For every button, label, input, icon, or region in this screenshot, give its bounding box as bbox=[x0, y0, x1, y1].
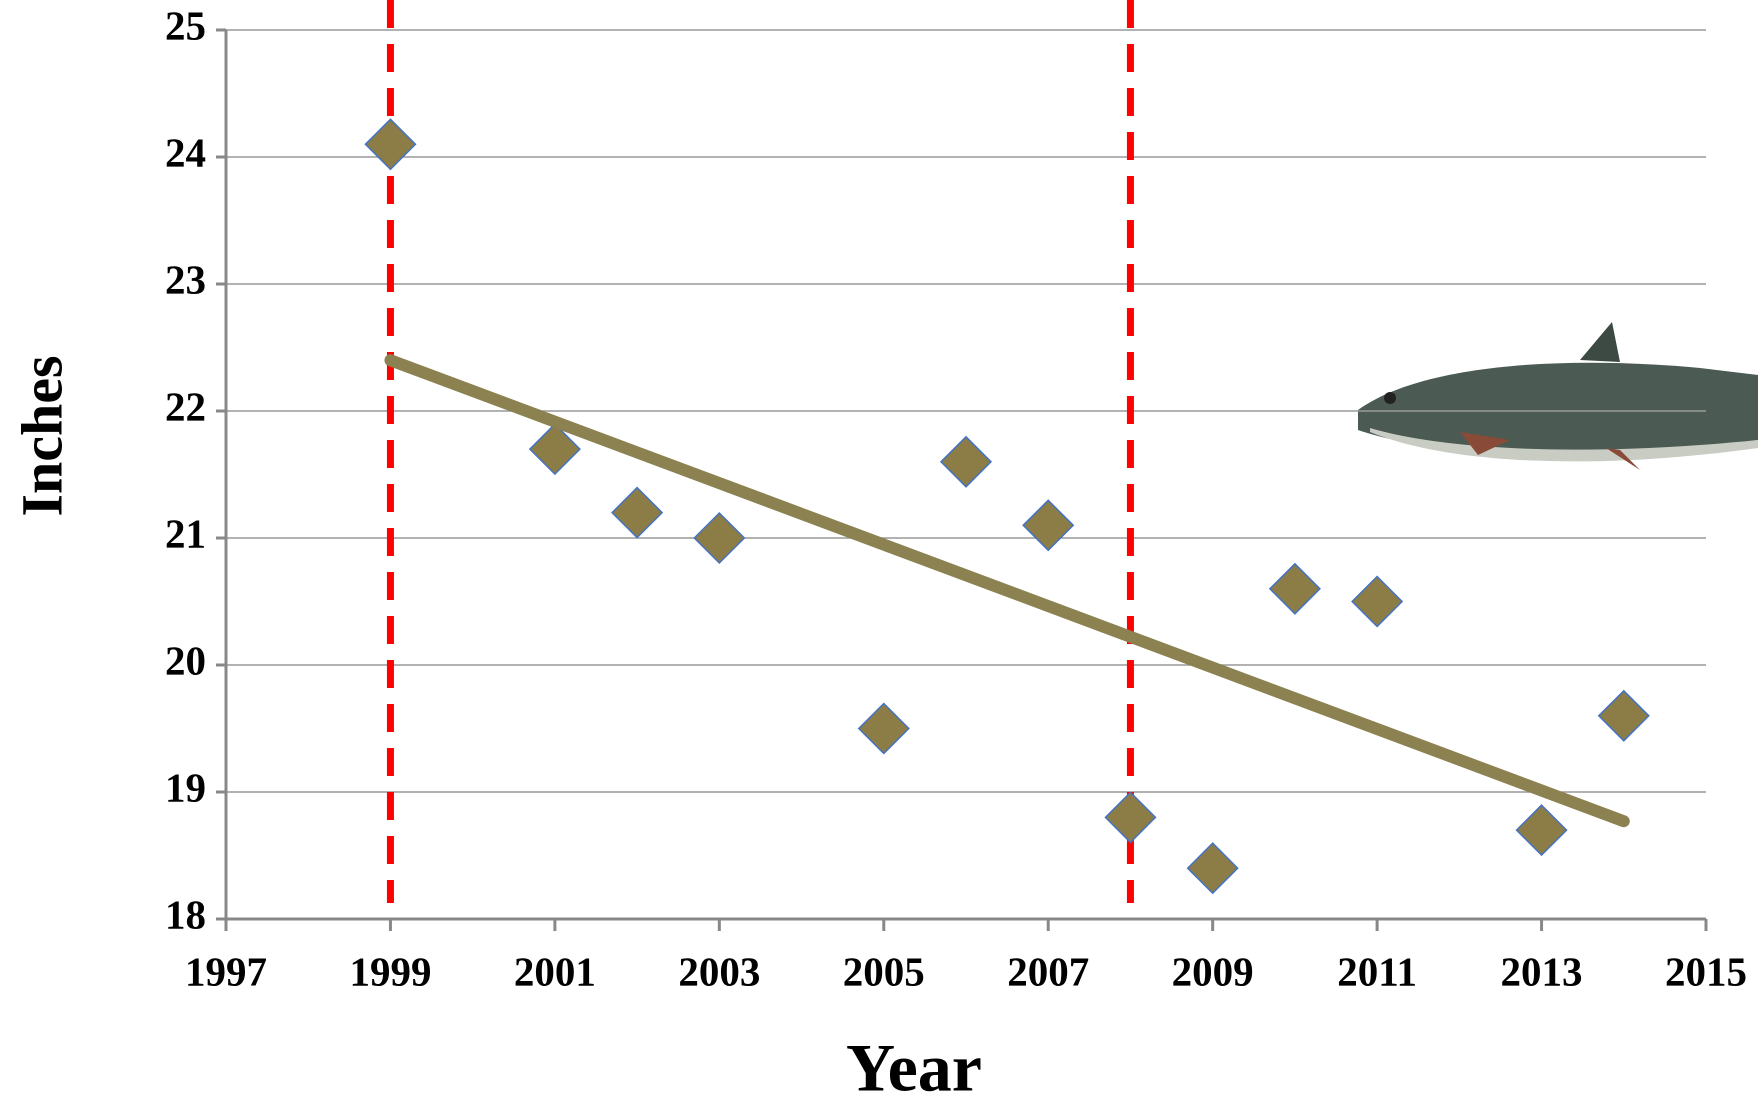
x-tick-label: 1997 bbox=[185, 948, 267, 994]
fish-belly bbox=[1370, 428, 1758, 462]
x-tick-label: 2015 bbox=[1665, 948, 1747, 994]
fish-illustration bbox=[1358, 322, 1758, 470]
fish-fin bbox=[1606, 448, 1640, 470]
data-point bbox=[1515, 804, 1568, 857]
y-axis-title: Inches bbox=[9, 355, 74, 516]
y-tick-label: 22 bbox=[165, 383, 206, 429]
data-point bbox=[693, 511, 746, 565]
x-tick-label: 2003 bbox=[678, 948, 760, 994]
data-point bbox=[1597, 689, 1650, 742]
y-tick-label: 25 bbox=[165, 2, 206, 48]
data-point bbox=[528, 423, 581, 476]
data-point bbox=[1268, 562, 1321, 615]
y-tick-label: 20 bbox=[165, 637, 206, 683]
data-point bbox=[939, 435, 993, 488]
y-tick-label: 24 bbox=[165, 129, 206, 175]
data-point bbox=[364, 118, 417, 171]
x-tick-label: 2013 bbox=[1501, 948, 1583, 994]
data-point bbox=[1022, 499, 1075, 552]
fish-eye bbox=[1384, 392, 1396, 404]
y-tick-label: 19 bbox=[165, 764, 206, 810]
data-point bbox=[1351, 575, 1404, 628]
data-point bbox=[857, 702, 910, 755]
x-tick-label: 2009 bbox=[1172, 948, 1254, 994]
x-tick-label: 2001 bbox=[514, 948, 596, 994]
trend-line bbox=[384, 354, 1630, 828]
x-axis-title: Year bbox=[846, 1030, 982, 1104]
x-tick-label: 2011 bbox=[1337, 948, 1417, 994]
y-tick-label: 21 bbox=[165, 510, 206, 556]
data-point bbox=[611, 486, 664, 539]
fish-fin bbox=[1460, 432, 1510, 455]
y-tick-label: 18 bbox=[165, 891, 206, 937]
fish-fin bbox=[1580, 322, 1620, 362]
data-point bbox=[1186, 842, 1239, 895]
fish-body bbox=[1358, 362, 1758, 456]
x-tick-label: 2005 bbox=[843, 948, 925, 994]
y-tick-label: 23 bbox=[165, 256, 206, 302]
data-point bbox=[1104, 791, 1157, 844]
x-tick-label: 2007 bbox=[1007, 948, 1089, 994]
x-tick-label: 1999 bbox=[349, 948, 431, 994]
